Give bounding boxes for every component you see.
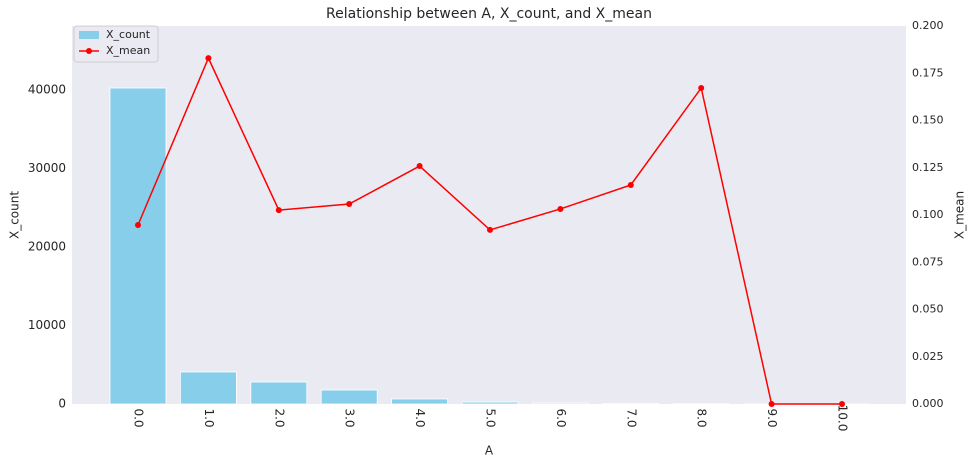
point (487, 226, 493, 233)
y-tick-label: 0 (58, 397, 66, 411)
plot-area (72, 26, 906, 404)
point (768, 401, 775, 407)
point (135, 222, 141, 229)
bar (109, 87, 167, 405)
bar (250, 381, 308, 405)
x-tick-label: 10.0 (836, 405, 850, 432)
point (416, 163, 423, 170)
y2-tick-label: 0.200 (912, 19, 944, 32)
x-tick-label: 5.0 (484, 408, 498, 427)
point (557, 205, 564, 212)
x-tick-label: 6.0 (554, 408, 568, 427)
bar (320, 389, 378, 405)
y2-tick-label: 0.100 (912, 208, 944, 221)
bar (179, 371, 237, 405)
point (205, 55, 212, 62)
legend-marker (86, 48, 92, 54)
y2-tick-label: 0.025 (912, 350, 944, 363)
y-tick-label: 40000 (28, 82, 66, 96)
bar (532, 402, 589, 405)
point (698, 84, 705, 91)
y2-tick-label: 0.075 (912, 255, 944, 268)
x-tick-label: 7.0 (624, 408, 638, 427)
y2-tick-label: 0.125 (912, 161, 944, 174)
point (839, 401, 845, 407)
x-tick-label: 1.0 (202, 408, 216, 427)
y2-tick-label: 0.050 (912, 303, 944, 316)
point (627, 181, 634, 188)
y-tick-label: 10000 (28, 318, 66, 332)
bar (461, 401, 519, 405)
legend-label: X_count (106, 28, 151, 41)
x-tick-label: 3.0 (343, 408, 357, 427)
x-tick-label: 2.0 (272, 408, 286, 427)
chart-title: Relationship between A, X_count, and X_m… (326, 6, 652, 22)
y2-tick-label: 0.000 (912, 397, 944, 410)
point (275, 207, 282, 214)
y2-tick-label: 0.175 (912, 66, 944, 79)
x-tick-label: 0.0 (132, 408, 146, 427)
point (346, 201, 353, 208)
y-axis-label: X_count (8, 191, 22, 239)
bar (391, 398, 449, 405)
x-axis-label: A (485, 444, 494, 458)
y2-tick-label: 0.150 (912, 114, 944, 127)
y-tick-label: 30000 (28, 161, 66, 175)
x-tick-label: 9.0 (765, 408, 779, 427)
x-tick-label: 4.0 (413, 408, 427, 427)
legend-label: X_mean (106, 44, 150, 57)
y-tick-label: 20000 (28, 239, 66, 253)
x-tick-label: 8.0 (695, 408, 709, 427)
y2-axis-label: X_mean (953, 191, 967, 239)
legend-swatch (79, 31, 99, 39)
